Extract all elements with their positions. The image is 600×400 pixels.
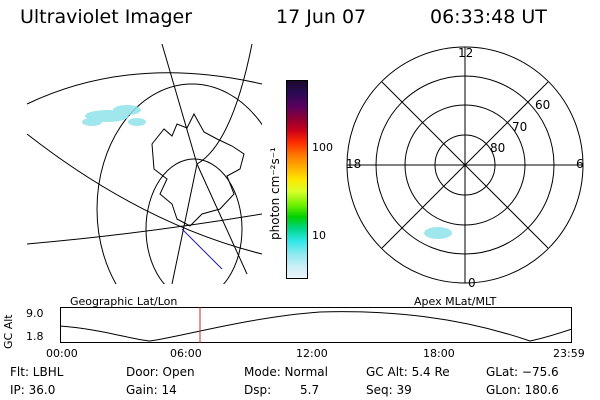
x-tick-1800: 18:00 — [423, 347, 455, 360]
mlt-label-12: 12 — [458, 46, 474, 60]
x-tick-2359: 23:59 — [553, 347, 585, 360]
latitude-ring-outer — [96, 83, 262, 284]
antarctica-coastline — [151, 112, 245, 227]
altitude-plot — [60, 307, 572, 343]
latitude-ring-inner — [145, 158, 243, 284]
longitude-line — [196, 44, 253, 165]
info-glat: GLat: −75.6 — [486, 365, 559, 379]
lat-label-70: 70 — [512, 120, 528, 134]
polar-meridian — [381, 81, 549, 249]
altitude-max-label: 9.0 — [26, 307, 44, 320]
time-label: 06:33:48 UT — [430, 6, 547, 28]
x-tick-0600: 06:00 — [170, 347, 202, 360]
mlt-label-0: 0 — [468, 276, 476, 290]
aurora-emission — [82, 105, 146, 126]
mlt-label-6: 6 — [576, 157, 584, 171]
info-ip: IP: 36.0 — [10, 383, 56, 397]
latitude-line — [26, 213, 262, 245]
longitude-line — [196, 163, 248, 275]
info-glon: GLon: 180.6 — [486, 383, 559, 397]
altitude-axis-label: GC Alt — [2, 314, 15, 349]
app-title: Ultraviolet Imager — [20, 6, 193, 28]
longitude-line — [161, 44, 198, 165]
latitude-line — [26, 133, 262, 255]
info-flt: Flt: LBHL — [10, 365, 64, 379]
longitude-line — [171, 163, 198, 284]
info-seq: Seq: 39 — [366, 383, 412, 397]
lat-label-60: 60 — [535, 98, 551, 112]
info-dsp-label: Dsp: — [244, 383, 272, 397]
altitude-plot-frame — [60, 307, 572, 343]
info-gain: Gain: 14 — [126, 383, 177, 397]
x-tick-0000: 00:00 — [46, 347, 78, 360]
x-tick-1200: 12:00 — [296, 347, 328, 360]
polar-plot — [346, 46, 584, 284]
lat-label-80: 80 — [490, 141, 506, 155]
geographic-map — [26, 44, 262, 284]
colorbar-tick-10: 10 — [312, 229, 326, 242]
colorbar-tick-100: 100 — [312, 141, 333, 154]
geo-panel-label: Geographic Lat/Lon — [70, 295, 178, 308]
altitude-curve — [60, 311, 572, 342]
date-label: 17 Jun 07 — [276, 6, 367, 28]
latitude-line — [26, 72, 262, 105]
mlt-label-18: 18 — [346, 157, 362, 171]
aurora-emission — [424, 227, 452, 239]
polar-panel-label: Apex MLat/MLT — [414, 295, 497, 308]
colorbar-unit-label: photon cm⁻²s⁻¹ — [268, 147, 282, 240]
info-mode: Mode: Normal — [244, 365, 328, 379]
colorbar — [286, 80, 308, 279]
satellite-track — [181, 228, 223, 270]
info-dsp-value: 5.7 — [300, 383, 320, 397]
info-gc-alt: GC Alt: 5.4 Re — [366, 365, 450, 379]
info-door: Door: Open — [126, 365, 195, 379]
altitude-min-label: 1.8 — [26, 330, 44, 343]
